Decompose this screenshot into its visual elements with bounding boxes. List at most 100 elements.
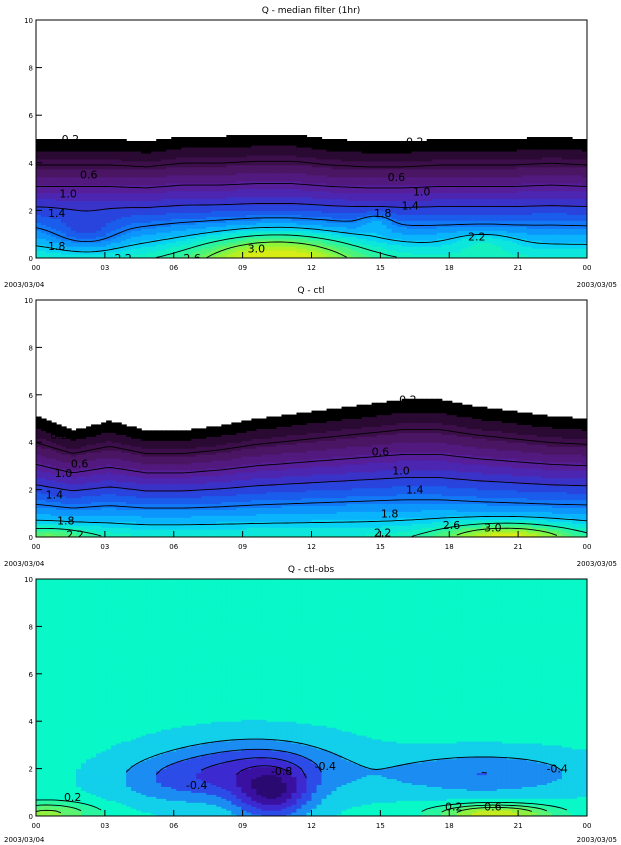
contour-label: -0.4: [315, 760, 336, 773]
x-end-date: 2003/03/05: [577, 836, 617, 844]
x-tick-label: 03: [100, 264, 109, 272]
contour-label: 0.2: [445, 801, 463, 814]
x-tick-label: 18: [445, 543, 454, 551]
contour-label: 2.2: [374, 526, 392, 539]
panel-ctl-obs: Q - ctl-obs 0.2-0.4-0.8 -0.4 -0.40.2 0.6 00…: [4, 565, 617, 844]
contour-line: [36, 804, 548, 813]
panel-title: Q - median filter (1hr): [262, 6, 361, 16]
contour-line: [201, 757, 307, 779]
y-tick-label: 10: [24, 17, 33, 25]
contour-label: 2.2: [114, 252, 132, 265]
x-start-date: 2003/03/04: [4, 836, 45, 844]
contour-line: [36, 215, 587, 243]
x-tick-label: 09: [238, 822, 247, 830]
contour-line: [36, 499, 587, 509]
contour-line: [156, 234, 397, 258]
x-tick-label: 03: [100, 822, 109, 830]
y-tick-label: 2: [29, 207, 33, 215]
x-tick-label: 21: [514, 543, 523, 551]
contour-line: [36, 799, 568, 812]
y-tick-label: 6: [29, 671, 34, 679]
y-tick-label: 0: [29, 813, 33, 821]
contour-label: 2.6: [443, 519, 461, 532]
x-tick-label: 15: [376, 822, 385, 830]
y-tick-label: 0: [29, 255, 33, 263]
contour-label: 1.8: [57, 514, 75, 527]
x-tick-label: 00: [583, 543, 592, 551]
y-tick-label: 2: [29, 766, 33, 774]
x-tick-label: 15: [376, 543, 385, 551]
contour-label: 0.6: [484, 801, 502, 814]
contour-label: -0.8: [271, 765, 292, 778]
panel-title: Q - ctl: [297, 286, 324, 296]
panel-title: Q - ctl-obs: [288, 565, 335, 575]
contour-label: 0.2: [50, 429, 68, 442]
x-end-date: 2003/03/05: [577, 560, 617, 568]
contour-label: 0.6: [71, 458, 89, 471]
x-tick-label: 06: [169, 264, 178, 272]
x-tick-label: 09: [238, 543, 247, 551]
contour-label: 0.6: [80, 169, 98, 182]
contour-label: 1.0: [392, 465, 410, 478]
y-tick-label: 10: [24, 576, 33, 584]
y-tick-label: 4: [29, 718, 34, 726]
x-tick-label: 00: [32, 543, 41, 551]
x-tick-label: 21: [514, 822, 523, 830]
y-tick-label: 0: [29, 534, 33, 542]
x-tick-label: 12: [307, 822, 316, 830]
contour-label: 0.6: [388, 171, 406, 184]
x-tick-label: 06: [169, 822, 178, 830]
contour-line: [36, 429, 587, 455]
contour-label: 1.4: [46, 488, 64, 501]
x-tick-label: 00: [583, 822, 592, 830]
contour-line: [36, 203, 587, 212]
contour-label: 0.2: [62, 133, 80, 146]
contour-label: 0.2: [64, 791, 82, 804]
contour-label: 3.0: [484, 522, 502, 535]
x-tick-label: 00: [583, 264, 592, 272]
contour-label: 1.8: [374, 207, 392, 220]
x-tick-label: 00: [32, 264, 41, 272]
contour-line: [36, 806, 533, 814]
x-tick-label: 03: [100, 543, 109, 551]
contour-label: 1.8: [48, 240, 66, 253]
y-tick-label: 6: [29, 112, 34, 120]
x-tick-label: 09: [238, 264, 247, 272]
contour-line: [36, 515, 587, 526]
y-tick-label: 10: [24, 297, 33, 305]
contour-label: 1.4: [48, 207, 66, 220]
contour-label: 1.4: [406, 484, 424, 497]
y-tick-label: 4: [29, 439, 34, 447]
contour-line: [36, 183, 587, 189]
contour-label: 2.2: [468, 231, 486, 244]
contour-line: [36, 226, 587, 253]
contour-plot-area: 0.2 -0.4 -0.8 -0.4 -0.4 0.2 0.6: [36, 579, 587, 816]
panel-median-filter: Q - median filter (1hr) 0.2 0.20.6 0.61.0 1…: [4, 6, 617, 289]
y-tick-label: 8: [29, 65, 33, 73]
x-tick-label: 00: [32, 822, 41, 830]
x-tick-label: 21: [514, 264, 523, 272]
contour-line: [206, 241, 347, 258]
x-end-date: 2003/03/05: [577, 281, 617, 289]
contour-label: 2.6: [183, 252, 201, 265]
x-tick-label: 06: [169, 543, 178, 551]
x-tick-label: 15: [376, 264, 385, 272]
contour-line: [236, 765, 292, 776]
x-tick-label: 18: [445, 822, 454, 830]
y-tick-label: 4: [29, 160, 34, 168]
contour-line: [36, 453, 587, 474]
contour-label: 1.0: [55, 467, 73, 480]
contour-line: [36, 477, 587, 492]
contour-line: [125, 738, 563, 773]
contour-label: 3.0: [248, 243, 266, 256]
y-tick-label: 8: [29, 344, 33, 352]
contour-label: -0.4: [186, 779, 207, 792]
contour-label: 0.6: [372, 446, 390, 459]
contour-line: [36, 160, 587, 168]
panel-ctl: Q - ctl 0.20.20.60.61.0 1.01.4 1.41.81.82.…: [4, 286, 617, 568]
